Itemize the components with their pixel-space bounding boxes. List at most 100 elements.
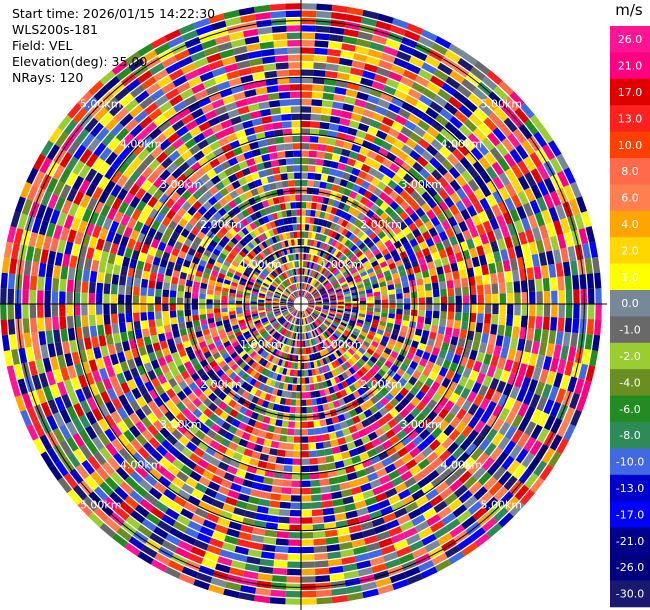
velocity-gate [177, 304, 184, 311]
velocity-gate [294, 310, 298, 317]
velocity-gate [280, 360, 286, 367]
velocity-gate [321, 235, 327, 243]
velocity-gate [399, 211, 409, 221]
velocity-gate [294, 362, 298, 369]
velocity-gate [437, 88, 452, 102]
velocity-gate [370, 203, 380, 213]
velocity-gate [308, 301, 315, 303]
velocity-gate [150, 449, 163, 462]
velocity-gate [264, 239, 271, 247]
velocity-gate [280, 225, 286, 233]
velocity-gate [269, 263, 275, 270]
velocity-gate [183, 360, 193, 370]
velocity-gate [272, 372, 279, 380]
velocity-gate [472, 466, 487, 481]
velocity-gate [13, 363, 24, 380]
velocity-gate [340, 110, 353, 119]
velocity-gate [403, 242, 412, 251]
colorbar-cell [610, 131, 650, 159]
velocity-gate [46, 177, 59, 194]
velocity-gate [416, 440, 429, 452]
velocity-gate [269, 328, 275, 335]
velocity-gate [192, 314, 200, 322]
velocity-gate [54, 196, 66, 212]
velocity-gate [263, 63, 277, 72]
velocity-gate [39, 157, 53, 174]
velocity-gate [306, 194, 313, 202]
velocity-gate [594, 272, 602, 289]
velocity-gate [221, 56, 237, 66]
velocity-gate [385, 519, 400, 530]
velocity-gate [155, 249, 164, 259]
velocity-gate [497, 271, 505, 284]
velocity-gate [283, 405, 291, 413]
velocity-gate [408, 540, 425, 552]
velocity-gate [445, 351, 454, 362]
velocity-gate [138, 212, 148, 224]
velocity-gate [294, 261, 298, 268]
velocity-gate [140, 372, 150, 384]
velocity-gate [176, 423, 188, 435]
velocity-gate [314, 282, 320, 288]
velocity-gate [118, 294, 125, 304]
velocity-gate [314, 281, 319, 287]
velocity-gate [553, 344, 562, 359]
velocity-gate [263, 536, 277, 545]
velocity-gate [202, 397, 213, 408]
velocity-gate [287, 305, 294, 308]
velocity-gate [461, 51, 478, 66]
velocity-gate [287, 339, 292, 346]
velocity-gate [203, 408, 213, 418]
velocity-gate [323, 372, 330, 380]
velocity-gate [269, 152, 278, 160]
velocity-gate [60, 227, 70, 242]
velocity-gate [184, 376, 194, 386]
velocity-gate [130, 470, 144, 484]
velocity-gate [371, 517, 385, 528]
velocity-gate [320, 314, 327, 319]
velocity-gate [334, 460, 345, 469]
velocity-gate [398, 553, 415, 565]
velocity-gate [478, 471, 492, 486]
velocity-gate [152, 342, 161, 352]
velocity-gate [227, 425, 238, 435]
velocity-gate [177, 297, 184, 304]
velocity-gate [329, 325, 336, 332]
velocity-gate [271, 212, 279, 220]
velocity-gate [274, 136, 285, 144]
velocity-gate [53, 265, 61, 279]
velocity-gate [483, 496, 499, 512]
velocity-gate [164, 354, 174, 364]
velocity-gate [81, 315, 89, 327]
velocity-gate [199, 298, 206, 304]
velocity-gate [350, 486, 363, 495]
velocity-gate [235, 412, 245, 422]
velocity-gate [162, 126, 176, 138]
velocity-gate [205, 338, 214, 346]
velocity-gate [249, 250, 257, 258]
velocity-gate [61, 199, 73, 215]
velocity-gate [114, 107, 129, 122]
velocity-gate [153, 396, 164, 408]
velocity-gate [367, 472, 379, 482]
velocity-gate [124, 495, 139, 510]
velocity-gate [346, 472, 358, 481]
velocity-gate [337, 474, 349, 483]
velocity-gate [244, 510, 257, 519]
velocity-gate [166, 434, 178, 446]
velocity-gate [290, 316, 295, 323]
velocity-gate [355, 350, 363, 358]
velocity-gate [193, 281, 201, 288]
velocity-gate [481, 137, 495, 151]
velocity-gate [267, 214, 274, 222]
velocity-gate [388, 469, 400, 481]
velocity-gate [82, 269, 90, 282]
velocity-gate [354, 177, 364, 186]
velocity-gate [158, 266, 166, 275]
velocity-gate [342, 247, 350, 255]
velocity-gate [85, 153, 99, 168]
velocity-gate [465, 152, 478, 165]
velocity-gate [342, 317, 349, 322]
velocity-gate [406, 351, 415, 361]
velocity-gate [484, 313, 492, 324]
